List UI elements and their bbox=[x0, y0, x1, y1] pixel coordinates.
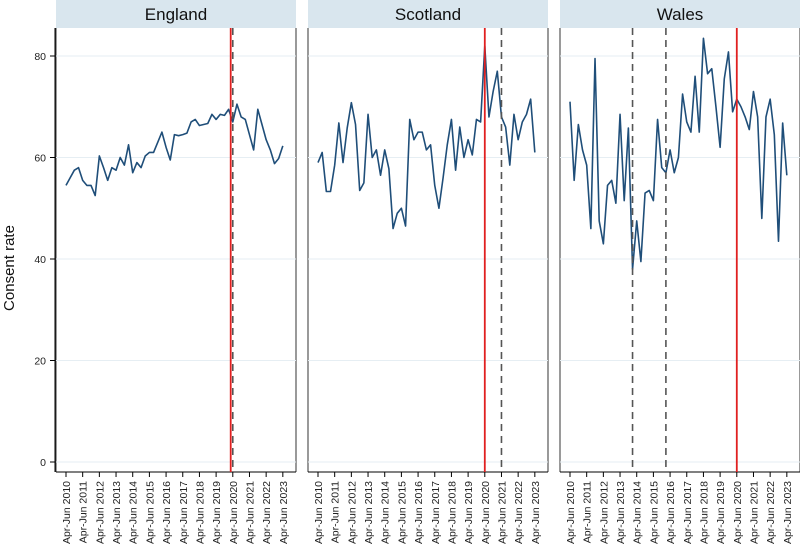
x-tick-label: Apr-Jun 2015 bbox=[648, 481, 660, 544]
strip-label: Scotland bbox=[395, 5, 461, 24]
x-tick-label: Apr-Jun 2018 bbox=[194, 481, 206, 544]
x-tick-label: Apr-Jun 2014 bbox=[632, 481, 644, 544]
x-tick-label: Apr-Jun 2021 bbox=[496, 481, 508, 544]
x-tick-label: Apr-Jun 2016 bbox=[161, 481, 173, 544]
x-tick-label: Apr-Jun 2015 bbox=[396, 481, 408, 544]
x-tick-label: Apr-Jun 2011 bbox=[78, 481, 90, 543]
x-tick-label: Apr-Jun 2012 bbox=[598, 481, 610, 544]
x-tick-label: Apr-Jun 2013 bbox=[111, 481, 123, 544]
x-tick-label: Apr-Jun 2022 bbox=[765, 481, 777, 544]
consent-rate-line bbox=[65, 103, 284, 197]
x-tick-label: Apr-Jun 2017 bbox=[178, 481, 190, 544]
strip-header bbox=[308, 0, 548, 28]
x-tick-label: Apr-Jun 2018 bbox=[698, 481, 710, 544]
x-tick-label: Apr-Jun 2020 bbox=[732, 481, 744, 544]
facet-panels: England Apr-Jun 2010 Apr-Jun 2011 Apr-Jun 2… bbox=[55, 0, 800, 544]
x-tick-label: Apr-Jun 2012 bbox=[94, 481, 106, 544]
x-tick-label: Apr-Jun 2023 bbox=[782, 481, 794, 544]
x-tick-label: Apr-Jun 2019 bbox=[211, 481, 223, 544]
x-tick-label: Apr-Jun 2016 bbox=[413, 481, 425, 544]
y-axis: 0 20 40 60 80 bbox=[34, 28, 56, 472]
strip-label: Wales bbox=[657, 5, 704, 24]
y-tick-label: 20 bbox=[34, 356, 46, 368]
strip-header bbox=[560, 0, 800, 28]
consent-rate-line bbox=[569, 37, 788, 270]
y-tick-label: 80 bbox=[34, 51, 46, 63]
x-tick-label: Apr-Jun 2018 bbox=[446, 481, 458, 544]
x-tick-label: Apr-Jun 2021 bbox=[244, 481, 256, 544]
x-tick-label: Apr-Jun 2020 bbox=[228, 481, 240, 544]
x-tick-label: Apr-Jun 2019 bbox=[463, 481, 475, 544]
y-tick-label: 0 bbox=[40, 457, 46, 469]
panel-england: England Apr-Jun 2010 Apr-Jun 2011 Apr-Jun 2… bbox=[55, 0, 297, 544]
x-tick-label: Apr-Jun 2012 bbox=[346, 481, 358, 544]
x-tick-label: Apr-Jun 2015 bbox=[144, 481, 156, 544]
y-tick-label: 40 bbox=[34, 254, 46, 266]
y-tick-label: 60 bbox=[34, 153, 46, 165]
x-tick-label: Apr-Jun 2020 bbox=[480, 481, 492, 544]
x-tick-label: Apr-Jun 2021 bbox=[748, 481, 760, 544]
consent-rate-line bbox=[317, 45, 536, 230]
x-tick-label: Apr-Jun 2010 bbox=[565, 481, 577, 544]
x-tick-label: Apr-Jun 2011 bbox=[582, 481, 594, 543]
x-tick-label: Apr-Jun 2019 bbox=[715, 481, 727, 544]
x-tick-label: Apr-Jun 2022 bbox=[513, 481, 525, 544]
x-tick-label: Apr-Jun 2023 bbox=[530, 481, 542, 544]
panel-wales: Wales Apr-Jun 2010 Apr-Jun 2011 Apr-Jun 201… bbox=[559, 0, 800, 544]
x-tick-label: Apr-Jun 2014 bbox=[380, 481, 392, 544]
x-tick-label: Apr-Jun 2013 bbox=[615, 481, 627, 544]
x-tick-label: Apr-Jun 2010 bbox=[61, 481, 73, 544]
x-tick-label: Apr-Jun 2014 bbox=[128, 481, 140, 544]
x-tick-label: Apr-Jun 2010 bbox=[313, 481, 325, 544]
x-tick-label: Apr-Jun 2023 bbox=[278, 481, 290, 544]
x-tick-label: Apr-Jun 2011 bbox=[330, 481, 342, 543]
strip-label: England bbox=[145, 5, 207, 24]
x-tick-label: Apr-Jun 2017 bbox=[430, 481, 442, 544]
x-tick-label: Apr-Jun 2016 bbox=[665, 481, 677, 544]
panel-scotland: Scotland Apr-Jun 2010 Apr-Jun 2011 Apr-Jun … bbox=[307, 0, 549, 544]
y-axis-title: Consent rate bbox=[1, 225, 18, 311]
x-tick-label: Apr-Jun 2017 bbox=[682, 481, 694, 544]
x-tick-label: Apr-Jun 2013 bbox=[363, 481, 375, 544]
x-tick-label: Apr-Jun 2022 bbox=[261, 481, 273, 544]
strip-header bbox=[56, 0, 296, 28]
